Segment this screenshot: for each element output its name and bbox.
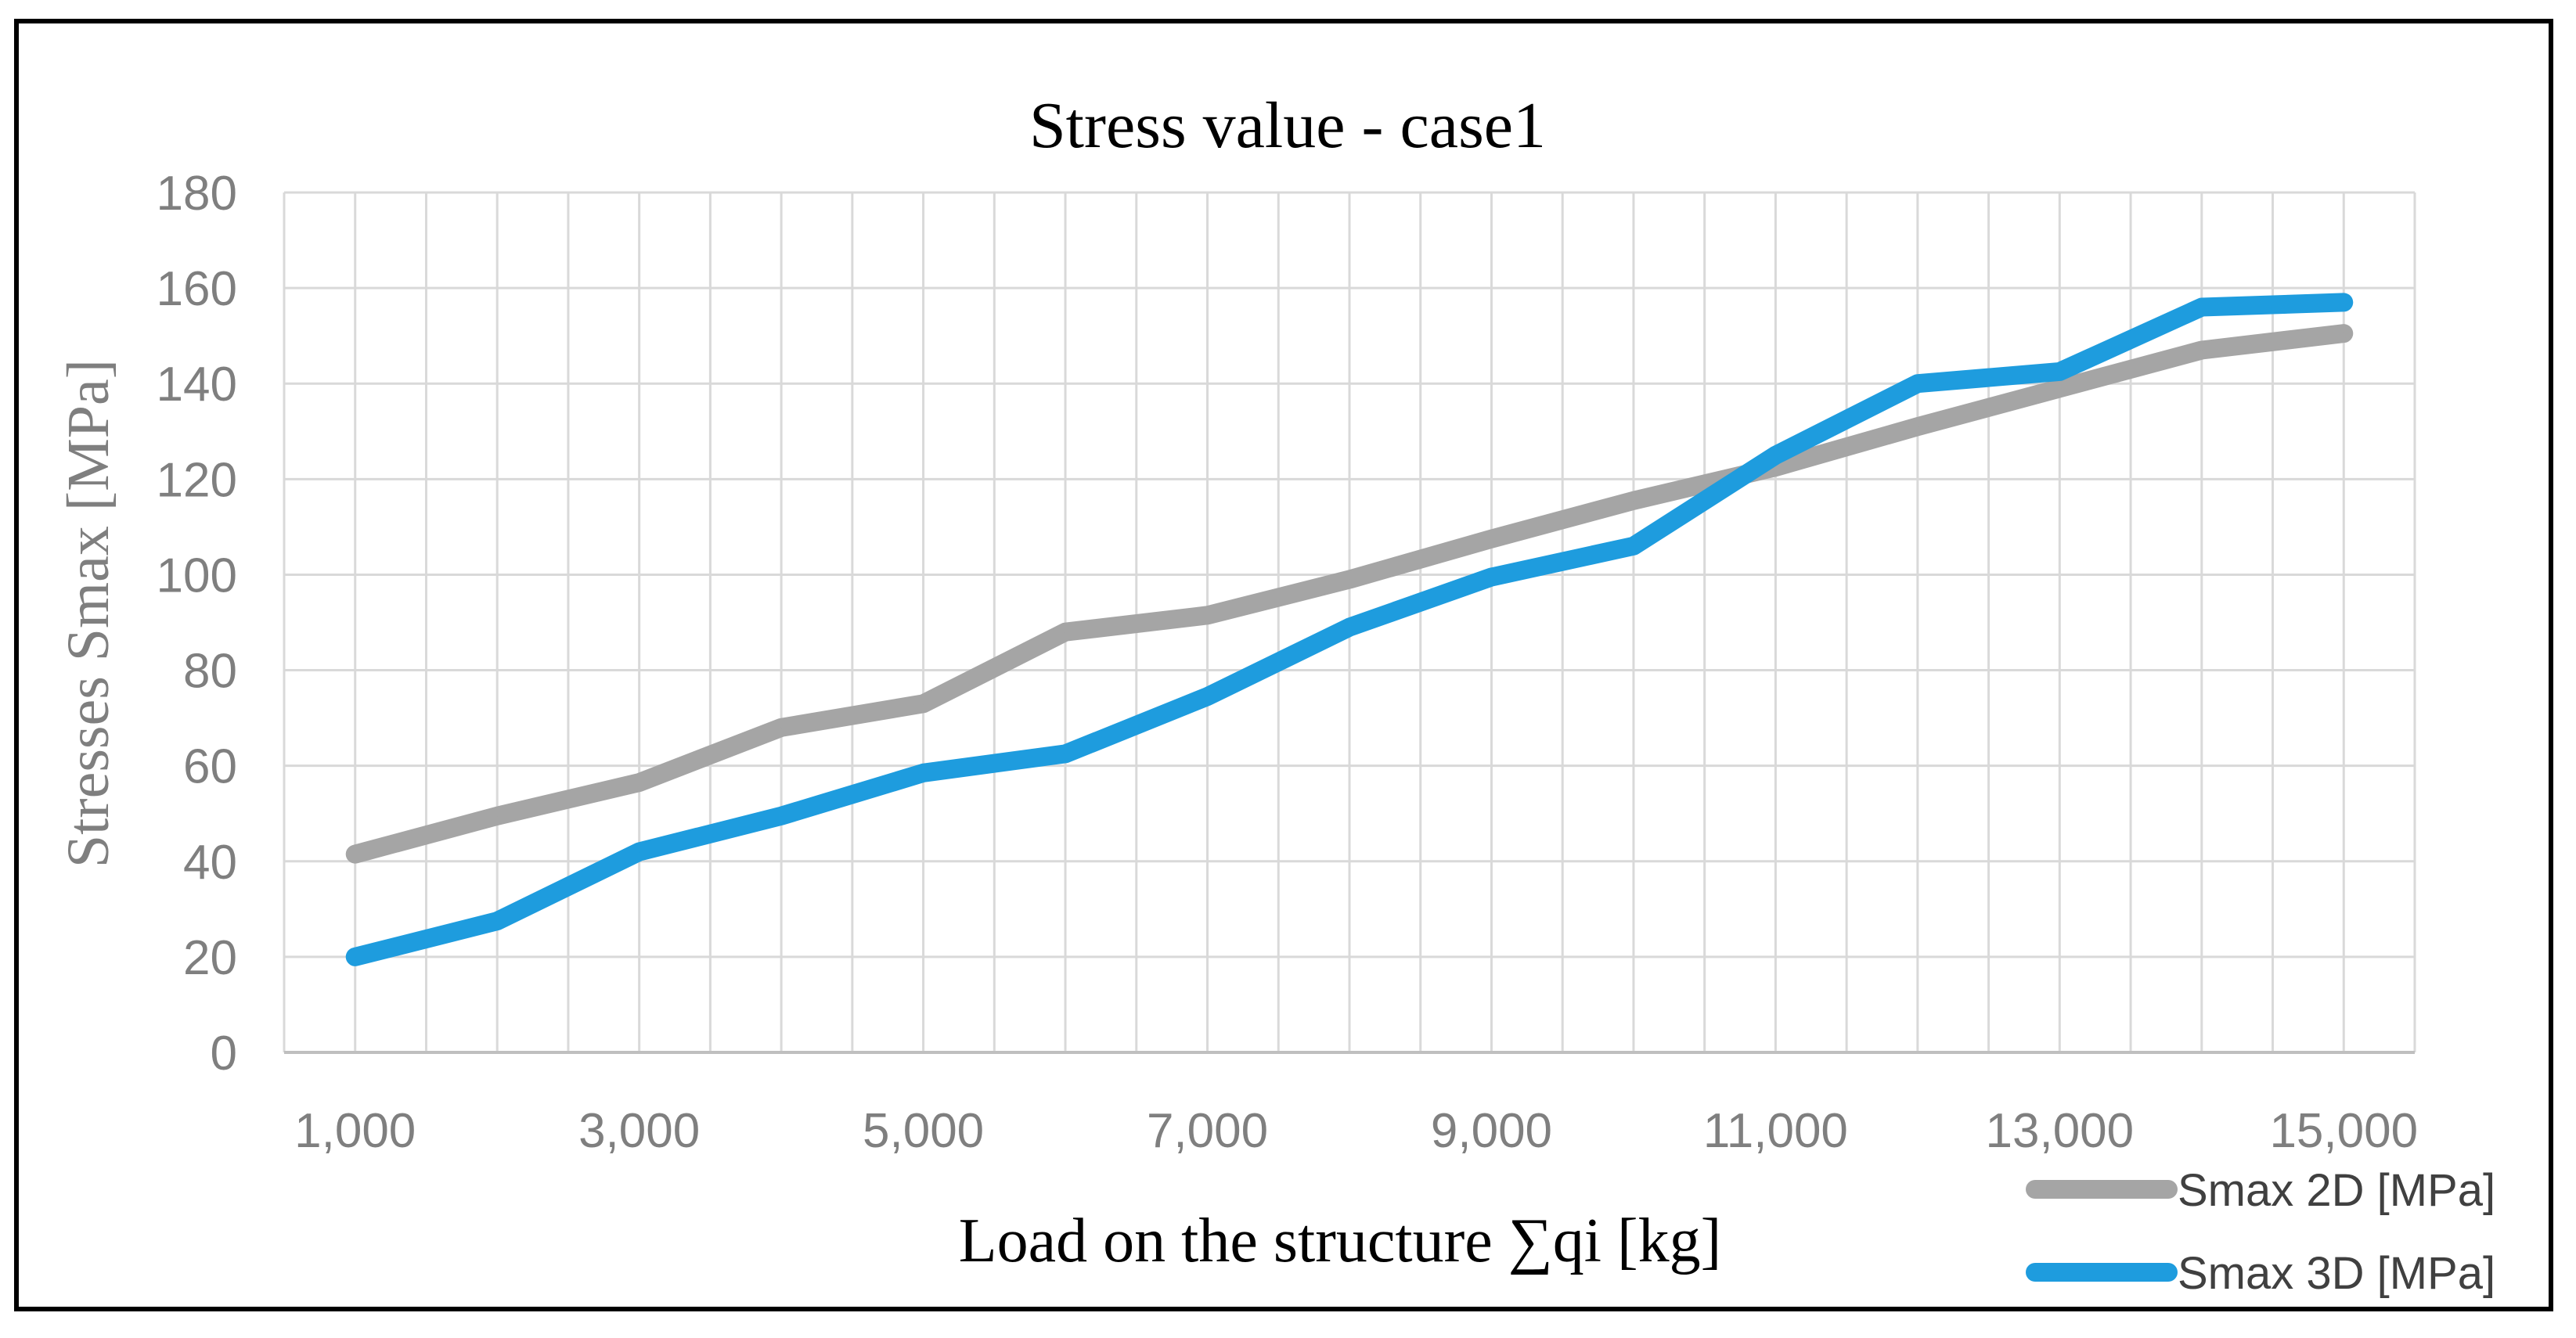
data-point-2d (2343, 333, 2345, 335)
data-point-2d (2200, 349, 2203, 351)
data-point-3d (1916, 383, 1918, 385)
x-tick-label: 13,000 (1986, 1104, 2135, 1158)
y-tick-label: 140 (157, 358, 237, 412)
data-point-2d (780, 726, 783, 728)
data-point-3d (780, 815, 783, 817)
y-axis-label: Stresses Smax [MPa] (56, 359, 121, 868)
x-tick-label: 9,000 (1431, 1104, 1552, 1158)
x-axis-label: Load on the structure ∑qi [kg] (959, 1207, 1722, 1275)
y-tick-label: 120 (157, 453, 237, 507)
data-point-2d (1490, 538, 1493, 540)
data-point-2d (2059, 387, 2061, 390)
y-tick-label: 180 (157, 167, 237, 221)
data-point-2d (638, 782, 640, 784)
data-point-2d (496, 815, 499, 817)
data-point-3d (638, 851, 640, 853)
legend: Smax 2D [MPa] Smax 3D [MPa] (2026, 1165, 2495, 1299)
x-tick-label: 15,000 (2269, 1104, 2418, 1158)
data-point-2d (922, 703, 924, 705)
y-tick-label: 40 (183, 836, 237, 890)
data-point-2d (1774, 466, 1777, 469)
data-point-3d (2200, 306, 2203, 308)
data-point-2d (1916, 426, 1918, 428)
data-point-3d (1774, 454, 1777, 456)
data-point-2d (354, 853, 356, 855)
axis-layer: 0 20 40 60 80 100 120 140 160 180 1,000 3,000 5,000 7… (157, 167, 2419, 1158)
legend-label-3d: Smax 3D [MPa] (2178, 1248, 2495, 1299)
y-tick-label: 20 (183, 931, 237, 985)
y-tick-label: 80 (183, 645, 237, 699)
x-tick-label: 11,000 (1703, 1104, 1848, 1158)
data-point-2d (1632, 499, 1634, 502)
data-point-3d (1065, 753, 1067, 755)
data-point-2d (1206, 614, 1209, 617)
data-point-3d (2343, 301, 2345, 304)
data-point-3d (1632, 545, 1634, 547)
x-tick-label: 5,000 (863, 1104, 984, 1158)
x-tick-label: 3,000 (578, 1104, 700, 1158)
data-point-3d (354, 955, 356, 958)
data-point-3d (1349, 626, 1350, 628)
y-tick-label: 0 (211, 1027, 237, 1081)
series-layer (345, 293, 2354, 966)
legend-label-2d: Smax 2D [MPa] (2178, 1165, 2495, 1216)
data-point-3d (1490, 576, 1493, 578)
data-point-2d (1349, 578, 1350, 581)
data-point-3d (2059, 370, 2061, 372)
data-point-2d (1065, 631, 1067, 633)
x-tick-label: 7,000 (1147, 1104, 1268, 1158)
y-tick-label: 100 (157, 549, 237, 602)
y-tick-label: 60 (183, 740, 237, 794)
y-tick-label: 160 (157, 262, 237, 316)
data-point-3d (1206, 696, 1209, 698)
x-tick-label: 1,000 (294, 1104, 416, 1158)
chart-title: Stress value - case1 (1029, 89, 1546, 162)
data-point-3d (922, 772, 924, 774)
data-point-3d (496, 920, 499, 923)
